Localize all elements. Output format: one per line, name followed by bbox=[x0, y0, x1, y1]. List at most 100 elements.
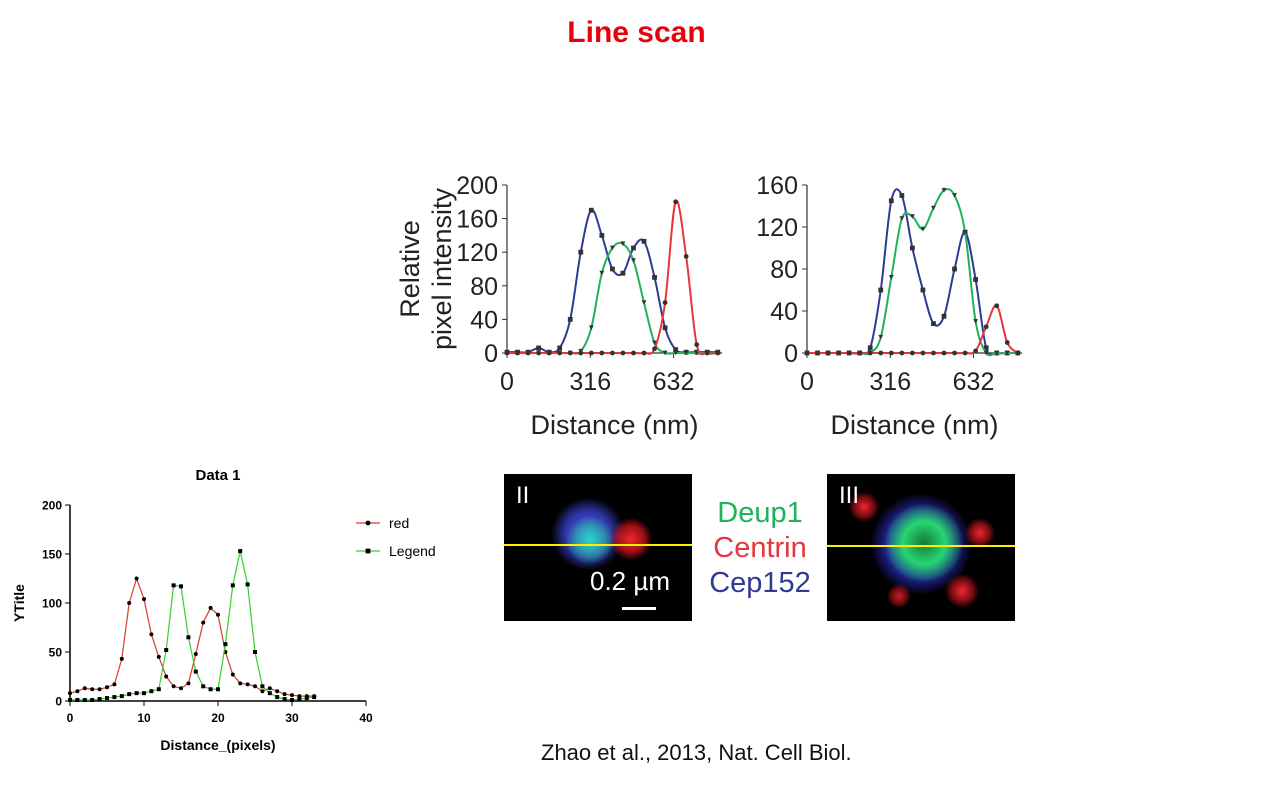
data-point-red bbox=[515, 350, 520, 356]
data-point-Legend bbox=[186, 635, 191, 640]
data-point-green bbox=[888, 275, 894, 280]
legend-centrin: Centrin bbox=[713, 532, 807, 564]
data-point-red bbox=[694, 342, 700, 347]
data-point-red bbox=[216, 612, 220, 617]
data-point-blue bbox=[588, 207, 594, 213]
y-tick-label: 120 bbox=[456, 239, 498, 267]
data-point-red bbox=[90, 687, 95, 692]
data-point-red bbox=[973, 348, 979, 354]
y-tick-label: 200 bbox=[42, 499, 62, 513]
data-point-red bbox=[201, 620, 206, 625]
scale-bar-label: 0.2 µm bbox=[590, 566, 671, 596]
green-signal bbox=[566, 516, 614, 564]
data-point-blue bbox=[609, 266, 615, 272]
data-point-Legend bbox=[156, 687, 161, 692]
data-point-red bbox=[186, 681, 191, 686]
data-point-red bbox=[112, 682, 117, 687]
data-point-Legend bbox=[127, 692, 132, 697]
data-point-green bbox=[609, 245, 615, 251]
data-point-blue bbox=[973, 277, 979, 282]
data-point-red bbox=[804, 350, 810, 356]
data-point-red bbox=[983, 324, 989, 330]
data-point-green bbox=[994, 350, 1000, 356]
x-tick-label: 0 bbox=[67, 711, 74, 725]
data-point-red bbox=[673, 199, 679, 205]
data-point-Legend bbox=[97, 697, 102, 702]
data-point-Legend bbox=[216, 687, 220, 692]
data-point-red bbox=[105, 685, 109, 690]
data-point-green bbox=[952, 193, 957, 198]
data-point-red bbox=[193, 651, 198, 656]
data-point-Legend bbox=[179, 584, 183, 589]
data-point-Legend bbox=[230, 583, 235, 588]
data-point-green bbox=[920, 226, 926, 232]
data-point-red bbox=[867, 350, 873, 356]
data-point-green bbox=[683, 350, 689, 356]
data-point-red bbox=[119, 656, 124, 661]
data-point-red bbox=[245, 682, 250, 687]
data-point-blue bbox=[620, 270, 626, 276]
data-point-Legend bbox=[171, 583, 176, 588]
data-point-red bbox=[557, 350, 563, 356]
data-point-green bbox=[599, 270, 605, 276]
data-point-Legend bbox=[193, 669, 198, 674]
slide-title: Line scan bbox=[567, 16, 706, 49]
y-tick-label: 100 bbox=[42, 597, 62, 611]
red-dot-4 bbox=[887, 584, 911, 608]
data-point-blue bbox=[652, 275, 657, 280]
x-axis-label: Distance (nm) bbox=[530, 410, 698, 440]
data-point-red bbox=[275, 689, 280, 694]
green-ring bbox=[885, 504, 963, 582]
data-point-green bbox=[588, 325, 594, 331]
data-point-blue bbox=[983, 345, 989, 351]
data-point-green bbox=[983, 350, 989, 356]
y-tick-label: 160 bbox=[756, 172, 798, 200]
legend-label-red: red bbox=[389, 515, 409, 531]
y-axis-label: Relative pixel intensity bbox=[395, 187, 457, 350]
data-point-red bbox=[825, 350, 831, 356]
data-point-Legend bbox=[105, 696, 109, 701]
red-dot-3 bbox=[945, 574, 979, 608]
data-point-blue bbox=[920, 287, 926, 293]
data-point-blue bbox=[641, 238, 647, 244]
data-point-red bbox=[683, 254, 689, 259]
data-point-Legend bbox=[208, 687, 213, 692]
data-point-red bbox=[620, 350, 626, 356]
data-point-green bbox=[962, 229, 968, 235]
data-point-green bbox=[909, 214, 915, 219]
data-point-Legend bbox=[238, 549, 243, 554]
x-tick-label: 316 bbox=[869, 368, 911, 396]
data-point-red bbox=[599, 350, 605, 356]
microscopy-panel-ii: II 0.2 µm bbox=[504, 474, 692, 621]
data-point-blue bbox=[878, 287, 884, 293]
data-point-red bbox=[290, 693, 294, 698]
data-point-red bbox=[142, 597, 146, 602]
data-point-blue bbox=[899, 193, 905, 198]
data-point-red bbox=[208, 605, 213, 610]
panel-label-ii: II bbox=[516, 482, 530, 509]
y-tick-label: 80 bbox=[770, 256, 798, 284]
data-point-red bbox=[857, 350, 863, 356]
data-point-red bbox=[525, 350, 531, 356]
data-point-red bbox=[238, 681, 243, 686]
x-tick-label: 316 bbox=[569, 368, 611, 396]
data-point-red bbox=[588, 350, 594, 356]
data-point-red bbox=[715, 350, 721, 356]
y-axis-label: YTitle bbox=[11, 584, 27, 622]
data-point-red bbox=[1004, 340, 1010, 345]
legend-deup1: Deup1 bbox=[717, 497, 803, 529]
y-tick-label: 40 bbox=[770, 298, 798, 326]
data-1-chart: Data 1 0 50 100 150 200 0 10 20 30 40 Distance_(pix… bbox=[11, 467, 436, 753]
y-axis-label-line2: pixel intensity bbox=[427, 187, 457, 350]
data-point-blue bbox=[941, 313, 947, 319]
channel-legend: Deup1 Centrin Cep152 bbox=[690, 496, 830, 601]
series-line-red bbox=[507, 199, 718, 356]
data-point-red bbox=[652, 346, 657, 352]
y-tick-label: 150 bbox=[42, 548, 62, 562]
line-scan-chart-ii: 0 40 80 120 160 200 0 316 632 Distance (nm) Relati… bbox=[395, 172, 722, 440]
data-point-red bbox=[253, 684, 257, 689]
x-tick-label: 0 bbox=[500, 368, 514, 396]
data-point-red bbox=[171, 684, 176, 689]
data-point-red bbox=[230, 672, 235, 677]
data-point-blue bbox=[867, 345, 873, 351]
